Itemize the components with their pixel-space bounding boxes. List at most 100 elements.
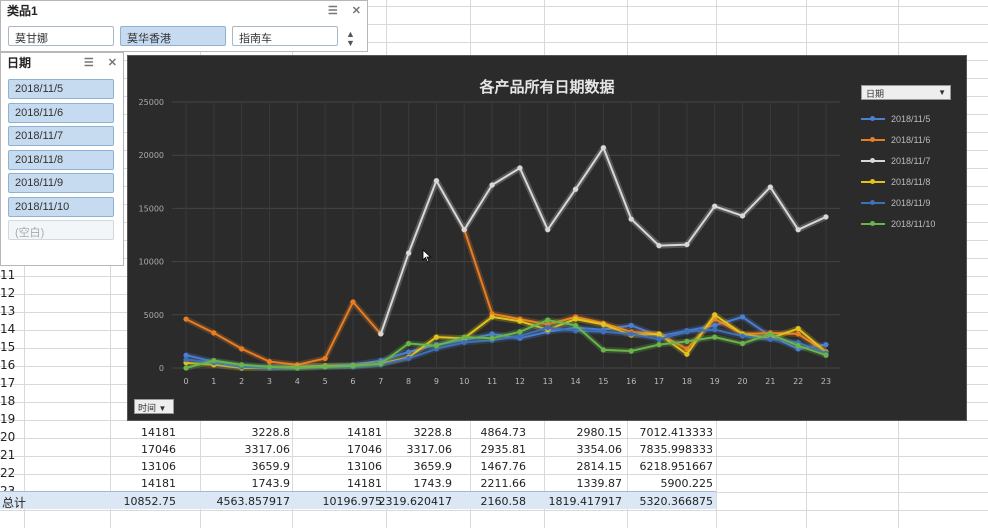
slicer-item-product-1[interactable]: 莫华香港 [120, 26, 226, 46]
clear-filter-icon[interactable]: ✕ [351, 4, 361, 17]
table-cell[interactable]: 2980.15 [576, 426, 623, 439]
y-tick-label: 15000 [139, 204, 164, 213]
slicer-item-date[interactable]: 2018/11/7 [8, 126, 114, 146]
table-cell[interactable]: 1467.76 [480, 460, 527, 473]
total-cell[interactable]: 2160.58 [480, 495, 527, 508]
dropdown-arrow-icon: ▼ [158, 404, 167, 413]
table-cell[interactable]: 7835.998333 [639, 443, 713, 456]
axis-filter-dropdown[interactable]: 时间 ▼ [134, 399, 174, 414]
table-cell[interactable]: 17046 [347, 443, 382, 456]
data-point [350, 299, 356, 305]
legend-label: 2018/11/7 [891, 155, 931, 166]
row-number: 12 [0, 286, 16, 300]
data-point [406, 250, 412, 256]
x-tick-label: 17 [654, 377, 664, 386]
data-point [600, 321, 606, 327]
series-line-1 [185, 301, 382, 366]
table-cell[interactable]: 3659.9 [413, 460, 453, 473]
table-cell[interactable]: 6218.951667 [639, 460, 713, 473]
data-point [656, 336, 662, 342]
table-cell[interactable]: 2211.66 [480, 477, 527, 490]
data-point [517, 318, 523, 324]
table-cell[interactable]: 3354.06 [576, 443, 623, 456]
x-tick-label: 22 [793, 377, 803, 386]
line-chart[interactable]: 各产品所有日期数据 0 5000 10000 15000 20000 25000 0 1 2 3 4… [127, 55, 967, 421]
total-cell[interactable]: 5320.366875 [639, 495, 713, 508]
slicer-item-date[interactable]: 2018/11/5 [8, 79, 114, 99]
data-point [823, 214, 829, 220]
total-cell[interactable]: 10196.975 [322, 495, 383, 508]
data-point [545, 227, 551, 233]
table-cell[interactable]: 17046 [141, 443, 176, 456]
table-cell[interactable]: 1743.9 [251, 477, 291, 490]
total-cell[interactable]: 1819.417917 [548, 495, 622, 508]
table-cell[interactable]: 3317.06 [406, 443, 453, 456]
data-point [795, 227, 801, 233]
data-point [600, 329, 606, 335]
slicer-item-date[interactable]: 2018/11/10 [8, 196, 114, 217]
table-cell[interactable]: 3317.06 [244, 443, 291, 456]
data-point [433, 343, 440, 349]
data-point [739, 340, 746, 347]
slicer-item-date[interactable]: 2018/11/9 [8, 173, 114, 193]
data-point [712, 322, 718, 329]
table-cell[interactable]: 5900.225 [660, 477, 714, 490]
slicer-item-date[interactable]: 2018/11/6 [8, 102, 114, 123]
table-cell[interactable]: 3659.9 [251, 460, 291, 473]
table-cell[interactable]: 2935.81 [480, 443, 527, 456]
data-point [628, 348, 634, 354]
grid-line [0, 42, 988, 43]
row-number: 18 [0, 394, 16, 408]
y-tick-label: 20000 [139, 151, 164, 160]
row-number: 20 [0, 430, 16, 444]
slicer-item-date[interactable]: 2018/11/8 [8, 149, 114, 170]
data-point [489, 331, 495, 337]
total-cell[interactable]: 2319.620417 [378, 495, 452, 508]
data-point [378, 331, 384, 337]
table-cell[interactable]: 13106 [347, 460, 382, 473]
table-cell[interactable]: 14181 [141, 426, 176, 439]
data-point [406, 349, 412, 355]
row-number: 19 [0, 412, 16, 426]
table-cell[interactable]: 14181 [347, 426, 382, 439]
grid-line [0, 474, 988, 475]
clear-filter-icon[interactable]: ✕ [107, 56, 117, 69]
legend-filter-dropdown[interactable]: 日期 ▼ [861, 85, 951, 100]
data-point [656, 243, 662, 249]
data-point [572, 186, 579, 192]
slicer-scroll-arrows[interactable]: ▲ ▼ [346, 29, 355, 48]
total-cell[interactable]: 10852.75 [123, 495, 177, 508]
data-point [656, 331, 662, 337]
data-point [517, 165, 523, 171]
table-cell[interactable]: 13106 [141, 460, 176, 473]
legend-swatch [861, 136, 885, 142]
series-line-5 [185, 319, 827, 369]
table-cell[interactable]: 14181 [347, 477, 382, 490]
data-point [461, 339, 467, 346]
multi-select-icon[interactable]: ☰ [327, 4, 338, 17]
data-point [406, 340, 412, 347]
multi-select-icon[interactable]: ☰ [83, 56, 94, 69]
table-cell[interactable]: 7012.413333 [639, 426, 713, 439]
table-cell[interactable]: 3228.8 [251, 426, 291, 439]
total-cell[interactable]: 4563.857917 [216, 495, 290, 508]
legend-entry: 2018/11/8 [861, 171, 951, 192]
slicer-item-date[interactable]: (空白) [8, 220, 114, 240]
slicer-item-product-0[interactable]: 莫甘娜 [8, 26, 114, 46]
x-tick-label: 9 [434, 377, 439, 386]
legend-label: 2018/11/10 [891, 218, 936, 229]
table-cell[interactable]: 2814.15 [576, 460, 623, 473]
table-cell[interactable]: 1743.9 [413, 477, 453, 490]
table-cell[interactable]: 1339.87 [576, 477, 623, 490]
total-row [0, 491, 716, 509]
slicer-item-product-2[interactable]: 指南车 [232, 26, 338, 46]
data-point [545, 324, 551, 331]
table-cell[interactable]: 4864.73 [480, 426, 527, 439]
table-cell[interactable]: 3228.8 [413, 426, 453, 439]
table-cell[interactable]: 14181 [141, 477, 176, 490]
x-tick-label: 0 [183, 377, 188, 386]
data-point [572, 328, 579, 334]
data-point [322, 364, 328, 370]
legend-label: 2018/11/6 [891, 134, 931, 145]
legend-entry: 2018/11/9 [861, 192, 951, 213]
